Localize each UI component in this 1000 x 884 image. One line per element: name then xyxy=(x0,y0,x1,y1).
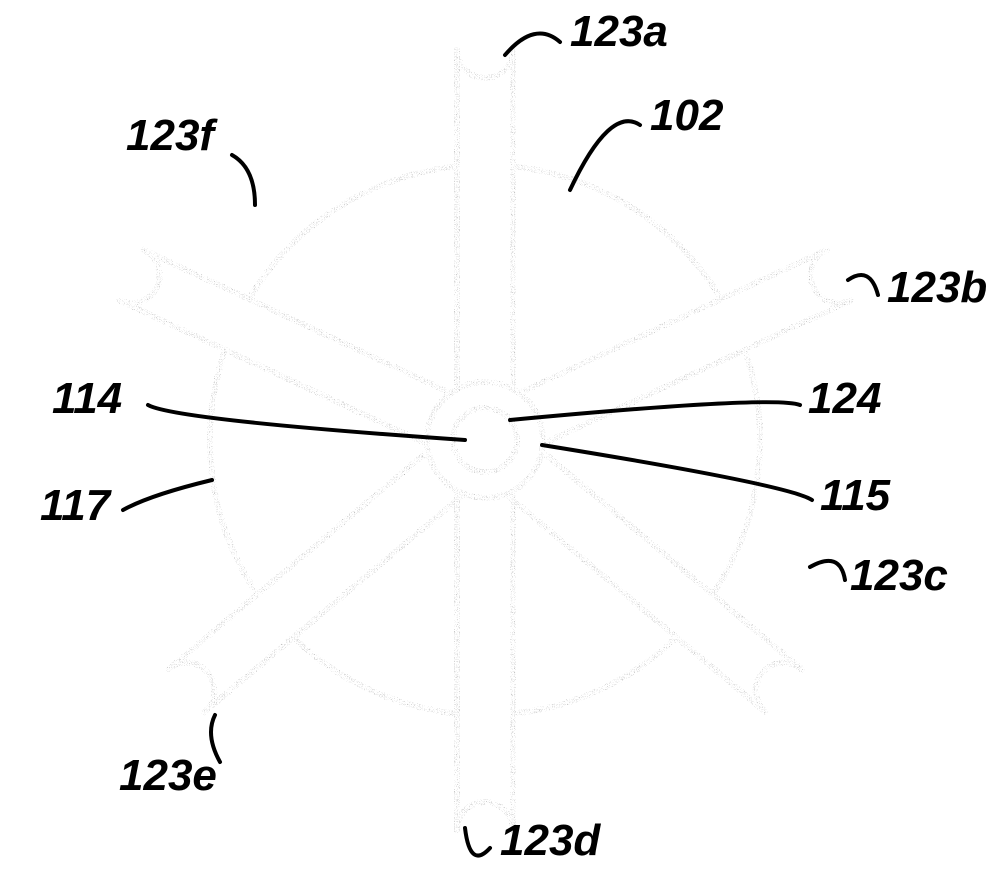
label-123d: 123d xyxy=(500,816,601,865)
leader-123b xyxy=(848,275,878,295)
label-123e: 123e xyxy=(119,751,217,800)
leader-123f xyxy=(232,155,255,205)
spoke-a-fill xyxy=(457,50,513,384)
spoke-b-tip xyxy=(810,250,850,303)
label-117: 117 xyxy=(40,481,113,530)
leader-123c xyxy=(810,561,845,580)
spoke-d-fill xyxy=(457,496,513,830)
leader-123d xyxy=(465,828,490,856)
label-115: 115 xyxy=(820,471,891,520)
label-102: 102 xyxy=(650,91,724,140)
leader-117 xyxy=(123,480,212,510)
spoke-e-tip xyxy=(168,663,214,712)
label-123a: 123a xyxy=(570,7,668,56)
label-114: 114 xyxy=(52,374,122,423)
label-123c: 123c xyxy=(850,551,948,600)
label-123b: 123b xyxy=(887,263,987,312)
label-123f: 123f xyxy=(126,111,218,160)
label-124: 124 xyxy=(808,374,881,423)
spoke-c-tip xyxy=(756,663,802,712)
patent-figure: 123a 123b 123c 123d 123e 123f 102 114 11… xyxy=(0,0,1000,884)
